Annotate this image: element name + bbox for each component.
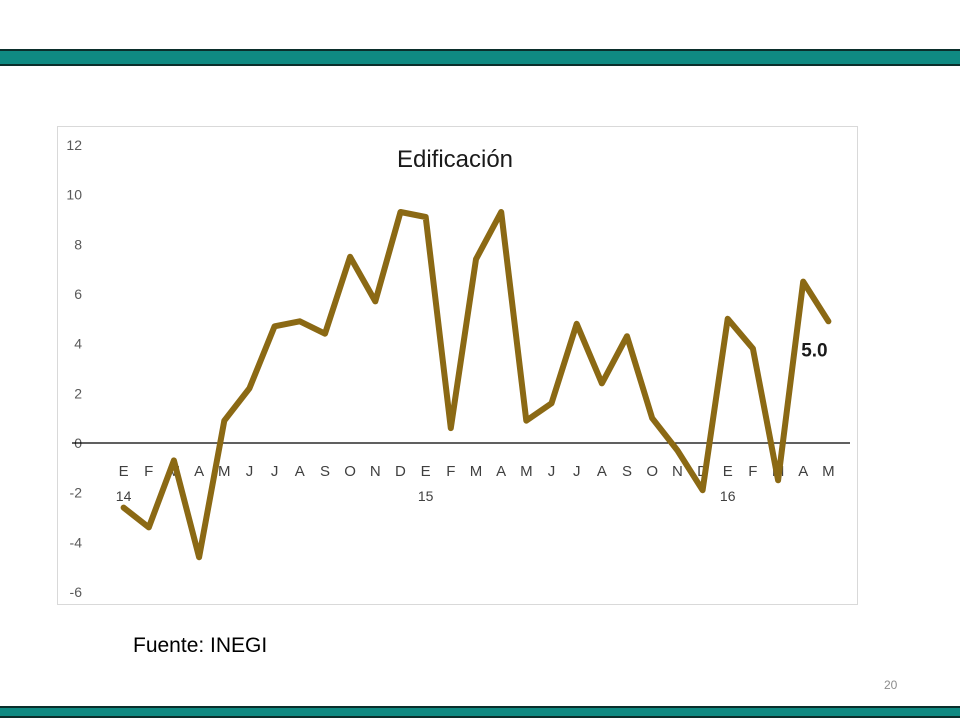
x-tick-label: N (672, 463, 683, 480)
data-point (525, 420, 527, 422)
data-point (173, 459, 175, 461)
x-tick-label: A (295, 463, 305, 480)
data-point (777, 479, 779, 481)
data-point (651, 417, 653, 419)
x-year-label: 15 (418, 488, 434, 504)
x-year-label: 16 (720, 488, 736, 504)
data-point (299, 320, 301, 322)
x-tick-label: M (520, 463, 533, 480)
x-tick-label: A (496, 463, 506, 480)
x-tick-label: F (144, 463, 153, 480)
y-tick-label: 2 (74, 385, 82, 401)
x-tick-label: E (421, 463, 431, 480)
x-tick-label: J (548, 463, 556, 480)
data-point (827, 320, 829, 322)
y-tick-label: -6 (70, 584, 83, 600)
data-point (148, 526, 150, 528)
y-tick-label: 8 (74, 236, 82, 252)
data-point (324, 333, 326, 335)
x-tick-label: J (271, 463, 279, 480)
series-line (120, 209, 832, 561)
x-tick-label: E (119, 463, 129, 480)
data-point (601, 382, 603, 384)
data-point (551, 402, 553, 404)
data-point (802, 281, 804, 283)
y-tick-label: 6 (74, 286, 82, 302)
x-tick-label: O (344, 463, 356, 480)
series-group (120, 209, 832, 561)
y-tick-label: 4 (74, 336, 82, 352)
x-tick-label: J (573, 463, 581, 480)
x-tick-label: A (798, 463, 808, 480)
x-tick-label: M (218, 463, 231, 480)
data-point (349, 256, 351, 258)
data-point (626, 335, 628, 337)
data-point (475, 258, 477, 260)
data-point (374, 300, 376, 302)
data-point (425, 216, 427, 218)
data-point (223, 420, 225, 422)
x-tick-label: N (370, 463, 381, 480)
data-point (727, 318, 729, 320)
source-note: Fuente: INEGI (133, 634, 268, 657)
data-point (576, 323, 578, 325)
bottom-accent-band (0, 706, 960, 718)
x-tick-label: S (622, 463, 632, 480)
data-point (450, 427, 452, 429)
chart-title: Edificación (397, 146, 513, 173)
data-point (399, 211, 401, 213)
data-point (676, 449, 678, 451)
x-tick-label: A (194, 463, 204, 480)
data-point (248, 387, 250, 389)
y-tick-label: 12 (66, 137, 82, 153)
y-tick-label: -2 (70, 485, 83, 501)
x-tick-label: O (646, 463, 658, 480)
x-tick-label: S (320, 463, 330, 480)
last-value-label: 5.0 (801, 340, 827, 361)
x-axis-year-labels: 14 15 16 (116, 488, 736, 504)
x-tick-label: D (395, 463, 406, 480)
x-tick-label: M (470, 463, 483, 480)
data-point (752, 348, 754, 350)
page-number: 20 (884, 678, 898, 692)
data-point (702, 489, 704, 491)
x-tick-label: J (246, 463, 254, 480)
x-tick-label: M (822, 463, 835, 480)
top-accent-band (0, 49, 960, 66)
data-point (274, 325, 276, 327)
x-tick-label: E (723, 463, 733, 480)
x-year-label: 14 (116, 488, 132, 504)
x-tick-label: A (597, 463, 607, 480)
data-point (500, 211, 502, 213)
data-point (198, 556, 200, 558)
y-tick-label: 10 (66, 187, 82, 203)
y-tick-label: -4 (70, 534, 83, 550)
x-tick-label: F (748, 463, 757, 480)
data-point (123, 507, 125, 509)
x-tick-label: F (446, 463, 455, 480)
